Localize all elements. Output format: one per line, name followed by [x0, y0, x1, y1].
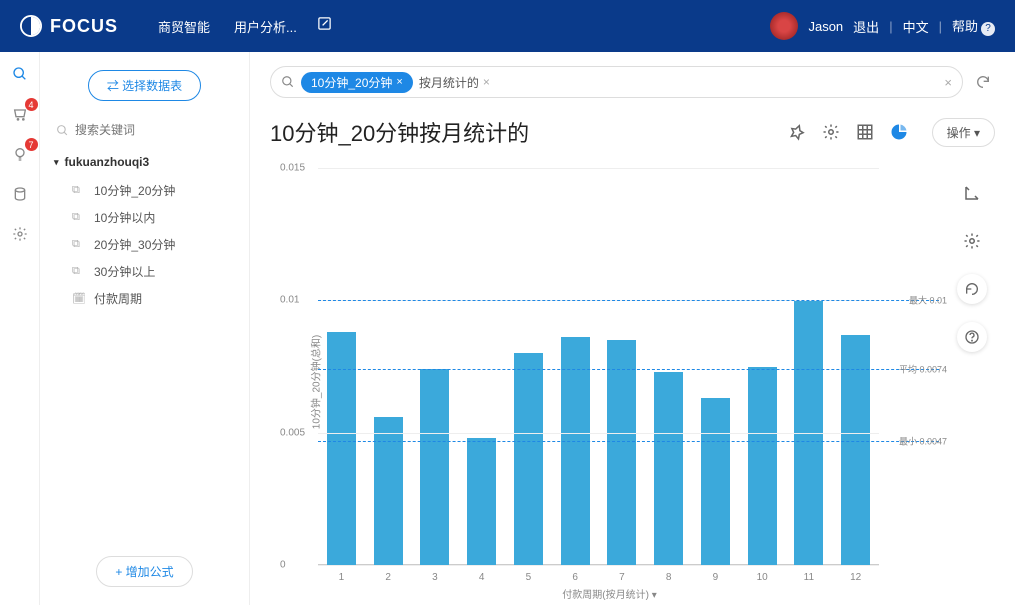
x-tick: 6 — [572, 572, 578, 583]
logo-icon — [20, 15, 42, 37]
bar[interactable] — [748, 367, 777, 566]
logo-text: FOCUS — [50, 16, 118, 37]
tree-header[interactable]: ▾ fukuanzhouqi3 — [54, 155, 235, 169]
y-tick: 0.01 — [280, 295, 299, 306]
logo[interactable]: FOCUS — [20, 15, 118, 37]
y-tick: 0.015 — [280, 163, 305, 174]
field-icon: ⧉ — [72, 265, 86, 278]
field-icon: ⧉ — [72, 211, 86, 224]
search-icon — [281, 75, 295, 89]
tree-item[interactable]: ⧉20分钟_30分钟 — [54, 231, 235, 258]
x-tick: 5 — [526, 572, 532, 583]
cart-badge: 4 — [25, 98, 38, 111]
title-actions: 操作 ▾ — [788, 118, 995, 147]
table-icon[interactable] — [856, 123, 874, 141]
tree-item[interactable]: ⧉10分钟_20分钟 — [54, 177, 235, 204]
main: 10分钟_20分钟× 按月统计的× × 10分钟_20分钟按月统计的 操作 ▾ … — [250, 52, 1015, 605]
x-tick: 3 — [432, 572, 438, 583]
bar[interactable] — [701, 398, 730, 565]
pin-icon[interactable] — [788, 123, 806, 141]
title-row: 10分钟_20分钟按月统计的 操作 ▾ — [270, 116, 995, 148]
gear-icon[interactable] — [957, 226, 987, 256]
x-tick: 2 — [385, 572, 391, 583]
ref-label: 最大 0.01 — [909, 294, 947, 307]
nav: 商贸智能 用户分析... — [158, 17, 297, 36]
x-tick: 4 — [479, 572, 485, 583]
bar[interactable] — [607, 340, 636, 565]
add-formula-button[interactable]: + 增加公式 — [96, 556, 192, 587]
close-icon[interactable]: × — [483, 75, 490, 89]
query-pill[interactable]: 10分钟_20分钟× — [301, 72, 413, 93]
bar[interactable] — [654, 372, 683, 565]
field-icon: ⧉ — [72, 184, 86, 197]
y-tick: 0.005 — [280, 427, 305, 438]
sidebar-search-input[interactable] — [75, 123, 233, 137]
top-header: FOCUS 商贸智能 用户分析... Jason 退出 | 中文 | 帮助? — [0, 0, 1015, 52]
chart: 10分钟_20分钟(总和) 123456789101112 00.0050.01… — [270, 158, 949, 605]
nav-item-user-analysis[interactable]: 用户分析... — [234, 17, 297, 36]
ref-label: 平均 0.0074 — [899, 363, 947, 376]
sidebar: ⇄ 选择数据表 ▾ fukuanzhouqi3 ⧉10分钟_20分钟⧉10分钟以… — [40, 52, 250, 605]
x-tick: 7 — [619, 572, 625, 583]
query-box[interactable]: 10分钟_20分钟× 按月统计的× × — [270, 66, 963, 98]
select-table-button[interactable]: ⇄ 选择数据表 — [88, 70, 201, 101]
ref-label: 最小 0.0047 — [899, 434, 947, 447]
caret-icon: ▾ — [54, 157, 59, 168]
y-tick: 0 — [280, 560, 286, 571]
query-row: 10分钟_20分钟× 按月统计的× × — [270, 66, 995, 98]
x-tick: 11 — [804, 572, 814, 583]
x-tick: 8 — [666, 572, 672, 583]
tree-item[interactable]: ⧉30分钟以上 — [54, 258, 235, 285]
x-tick: 12 — [850, 572, 861, 583]
search-tab-icon[interactable] — [10, 64, 30, 84]
help-icon[interactable] — [957, 322, 987, 352]
sidebar-search[interactable] — [54, 119, 235, 141]
field-icon: 🗓 — [72, 292, 86, 305]
x-tick: 10 — [757, 572, 768, 583]
bar[interactable] — [374, 417, 403, 565]
gear-icon[interactable] — [822, 123, 840, 141]
x-axis-label[interactable]: 付款周期(按月统计) ▾ — [562, 586, 656, 601]
field-icon: ⧉ — [72, 238, 86, 251]
x-tick: 1 — [339, 572, 345, 583]
bar[interactable] — [467, 438, 496, 565]
help-icon: ? — [981, 22, 995, 36]
header-right: Jason 退出 | 中文 | 帮助? — [770, 12, 995, 40]
iconbar: 4 7 — [0, 52, 40, 605]
edit-icon[interactable] — [317, 16, 332, 36]
username[interactable]: Jason — [808, 19, 843, 34]
search-icon — [56, 124, 69, 137]
bar[interactable] — [514, 353, 543, 565]
refresh-icon[interactable] — [971, 70, 995, 94]
x-tick: 9 — [713, 572, 719, 583]
nav-item-bi[interactable]: 商贸智能 — [158, 17, 210, 36]
bar[interactable] — [327, 332, 356, 565]
lang-switch[interactable]: 中文 — [903, 17, 929, 36]
avatar[interactable] — [770, 12, 798, 40]
help-link[interactable]: 帮助? — [952, 16, 995, 36]
settings-icon[interactable] — [10, 224, 30, 244]
bar[interactable] — [420, 369, 449, 565]
reload-icon[interactable] — [957, 274, 987, 304]
query-term[interactable]: 按月统计的× — [419, 74, 490, 91]
page-title: 10分钟_20分钟按月统计的 — [270, 116, 529, 148]
idea-badge: 7 — [25, 138, 38, 151]
tree-item[interactable]: 🗓付款周期 — [54, 285, 235, 312]
idea-icon[interactable]: 7 — [10, 144, 30, 164]
tree-item[interactable]: ⧉10分钟以内 — [54, 204, 235, 231]
chart-tools — [949, 158, 995, 605]
bar[interactable] — [561, 337, 590, 565]
chart-icon[interactable] — [890, 123, 908, 141]
clear-query-icon[interactable]: × — [944, 75, 952, 90]
ops-button[interactable]: 操作 ▾ — [932, 118, 995, 147]
logout-link[interactable]: 退出 — [853, 17, 879, 36]
db-icon[interactable] — [10, 184, 30, 204]
axis-icon[interactable] — [957, 178, 987, 208]
close-icon[interactable]: × — [396, 76, 402, 88]
cart-icon[interactable]: 4 — [10, 104, 30, 124]
